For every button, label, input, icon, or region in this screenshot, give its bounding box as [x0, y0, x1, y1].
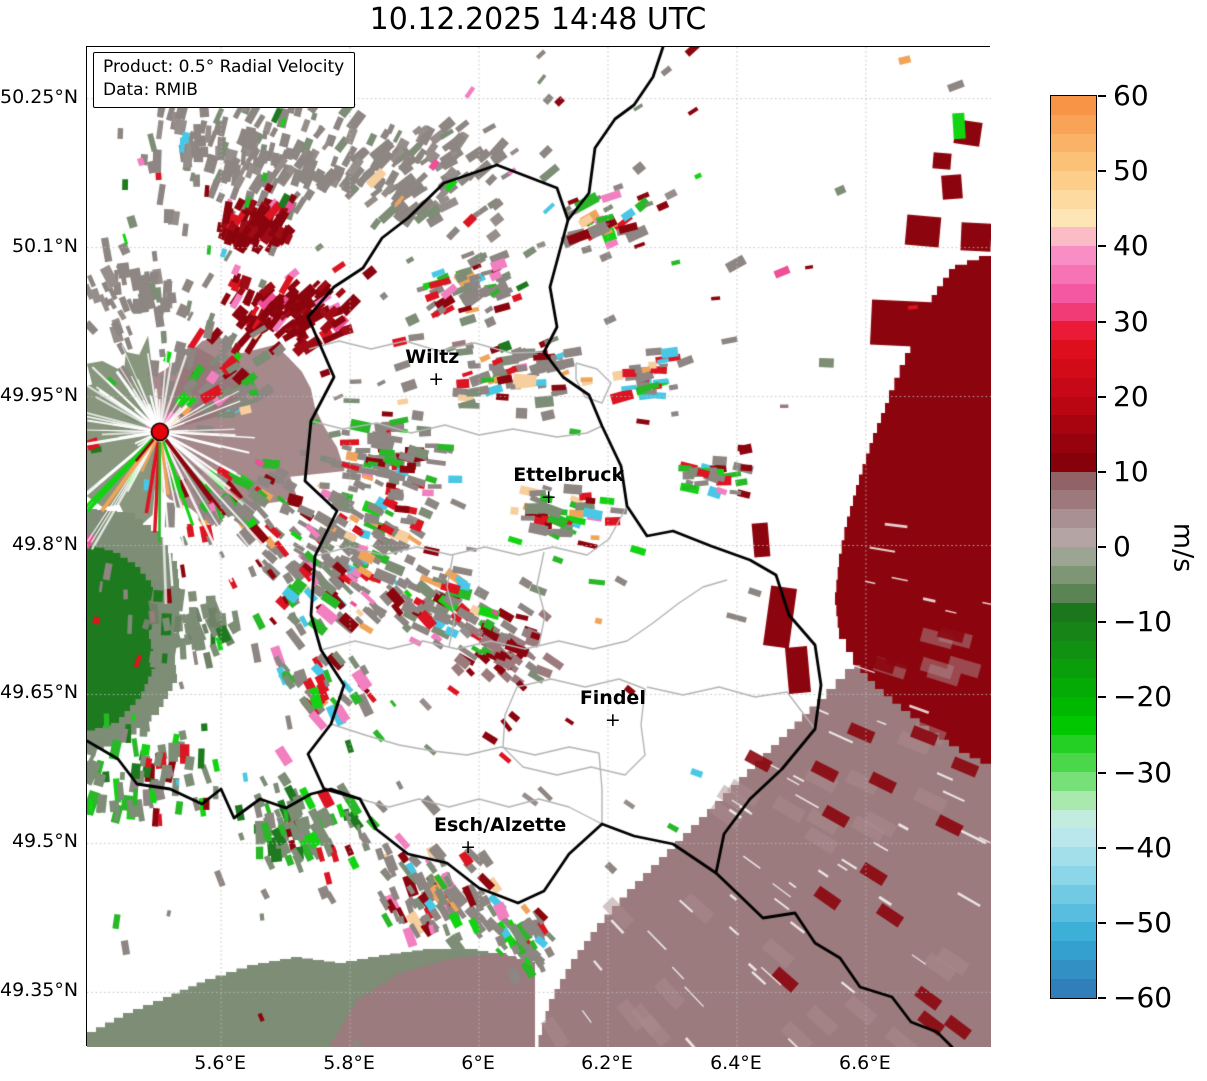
lon-tick-label: 6°E [461, 1052, 495, 1074]
colorbar-tick-mark [1097, 621, 1106, 624]
colorbar-band [1051, 189, 1096, 209]
colorbar-band [1051, 434, 1096, 453]
colorbar-tick-label: 50 [1113, 154, 1149, 188]
colorbar-tick-mark [1097, 245, 1106, 248]
lat-tick-label: 50.1°N [11, 234, 78, 257]
colorbar-tick-mark [1097, 846, 1106, 849]
colorbar-tick-mark [1097, 546, 1106, 548]
colorbar-band [1051, 358, 1096, 378]
colorbar-gradient [1051, 96, 1096, 998]
radar-map-canvas [87, 47, 991, 1047]
colorbar-band [1051, 340, 1096, 359]
colorbar-tick-mark [1097, 395, 1106, 398]
lon-tick-label: 5.8°E [323, 1052, 375, 1074]
colorbar-band [1051, 697, 1096, 716]
colorbar-tick-label: 60 [1113, 79, 1149, 112]
colorbar-band [1051, 809, 1096, 829]
colorbar-band [1051, 283, 1096, 303]
colorbar-band [1051, 659, 1096, 679]
colorbar-band [1051, 753, 1096, 773]
colorbar-band [1051, 265, 1096, 284]
colorbar-band [1051, 941, 1096, 960]
lon-tick-label: 6.4°E [710, 1052, 762, 1074]
colorbar-band [1051, 565, 1096, 585]
colorbar-band [1051, 621, 1096, 641]
lat-tick-label: 49.65°N [0, 681, 79, 704]
colorbar-band [1051, 246, 1096, 266]
colorbar-tick-mark [1097, 170, 1106, 173]
colorbar-tick-mark [1097, 921, 1106, 924]
colorbar-band [1051, 208, 1096, 228]
map-frame: Product: 0.5° Radial Velocity Data: RMIB… [86, 46, 991, 1047]
colorbar-tick-label: 0 [1113, 530, 1131, 563]
page-title: 10.12.2025 14:48 UTC [369, 2, 707, 37]
colorbar-band [1051, 227, 1096, 247]
lon-tick-label: 6.2°E [581, 1052, 633, 1074]
product-info-box: Product: 0.5° Radial Velocity Data: RMIB [93, 52, 356, 108]
colorbar-tick-mark [1097, 771, 1106, 774]
colorbar-band [1051, 396, 1096, 416]
colorbar: 60 50 40 30 20 10 0 −10 −20 −30 −40 −50 −60 [1050, 82, 1172, 1012]
colorbar-band [1051, 790, 1096, 810]
colorbar-tick-label: 30 [1113, 304, 1149, 338]
colorbar-tick-label: −20 [1113, 680, 1173, 714]
colorbar-band [1051, 171, 1096, 190]
lat-tick-label: 50.25°N [0, 85, 79, 108]
colorbar-band [1051, 527, 1096, 547]
colorbar-band [1051, 922, 1096, 942]
colorbar-band [1051, 321, 1096, 341]
colorbar-band [1051, 734, 1096, 754]
colorbar-band [1051, 978, 1096, 998]
colorbar-tick-label: −10 [1113, 605, 1173, 639]
colorbar-band [1051, 114, 1096, 134]
data-source-label: Data: RMIB [103, 80, 198, 101]
colorbar-band [1051, 640, 1096, 660]
colorbar-band [1051, 828, 1096, 848]
colorbar-band [1051, 584, 1096, 604]
lon-tick-label: 5.6°E [194, 1052, 246, 1074]
colorbar-band [1051, 715, 1096, 735]
colorbar-band [1051, 772, 1096, 791]
colorbar-tick-label: −50 [1113, 905, 1173, 939]
product-label: Product: 0.5° Radial Velocity [103, 57, 345, 77]
colorbar-unit-label: m/s [1167, 522, 1199, 573]
colorbar-tick-label: 40 [1113, 229, 1149, 263]
colorbar-tick-mark [1097, 470, 1106, 473]
colorbar-tick-label: −60 [1113, 981, 1173, 1014]
colorbar-band [1051, 847, 1096, 867]
colorbar-band [1051, 546, 1096, 566]
lat-tick-label: 49.5°N [11, 830, 78, 853]
lat-tick-label: 49.35°N [0, 979, 79, 1002]
lat-tick-label: 49.95°N [0, 383, 79, 406]
colorbar-band [1051, 96, 1096, 115]
colorbar-band [1051, 471, 1096, 491]
colorbar-band [1051, 415, 1096, 435]
colorbar-band [1051, 133, 1096, 153]
colorbar-band [1051, 152, 1096, 172]
lat-tick-label: 49.8°N [11, 532, 78, 555]
colorbar-tick-mark [1097, 696, 1106, 699]
colorbar-tick-label: −40 [1113, 830, 1173, 864]
colorbar-tick-mark [1097, 997, 1106, 999]
colorbar-band [1051, 959, 1096, 979]
colorbar-band [1051, 302, 1096, 322]
colorbar-band [1051, 452, 1096, 472]
colorbar-band [1051, 377, 1096, 397]
colorbar-tick-mark [1097, 320, 1106, 323]
colorbar-tick-mark [1097, 95, 1106, 97]
colorbar-band [1051, 603, 1096, 622]
lon-tick-label: 6.6°E [839, 1052, 891, 1074]
colorbar-band [1051, 490, 1096, 510]
colorbar-band [1051, 678, 1096, 697]
colorbar-band [1051, 866, 1096, 885]
colorbar-band [1051, 884, 1096, 904]
colorbar-band [1051, 509, 1096, 528]
colorbar-tick-label: 10 [1113, 454, 1149, 488]
colorbar-tick-label: −30 [1113, 755, 1173, 789]
colorbar-tick-label: 20 [1113, 379, 1149, 413]
colorbar-band [1051, 903, 1096, 923]
